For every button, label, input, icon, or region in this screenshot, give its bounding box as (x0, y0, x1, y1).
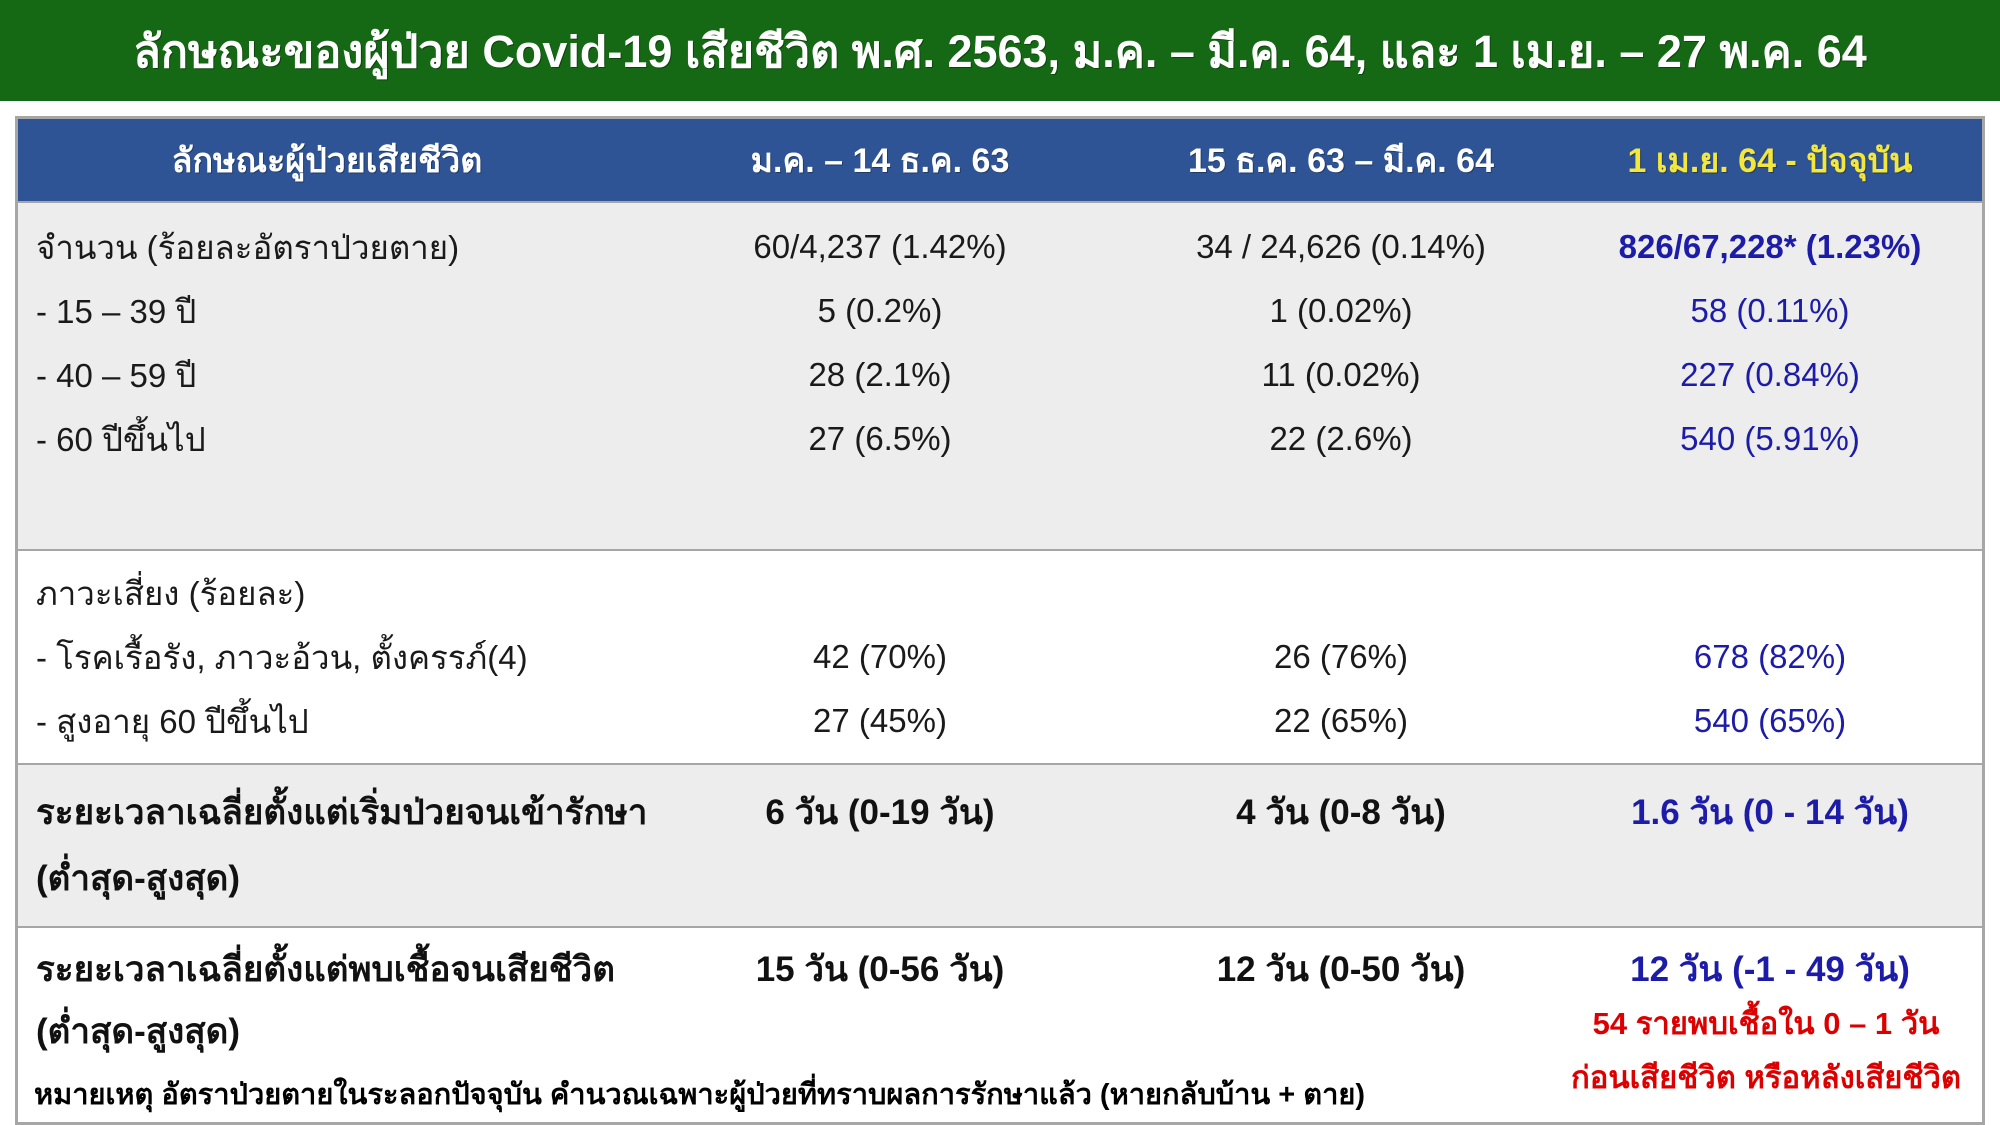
cell-period1-value: 27 (45%) (813, 702, 947, 739)
row-label-line2: (ต่ำสุด-สูงสุด) (36, 859, 240, 898)
header-cell-period-2020: ม.ค. – 14 ธ.ค. 63 (750, 142, 1010, 180)
table-row-total: จำนวน (ร้อยละอัตราป่วยตาย) 60/4,237 (1.4… (18, 215, 1982, 279)
page-title: ลักษณะของผู้ป่วย Covid-19 เสียชีวิต พ.ศ.… (133, 25, 1867, 77)
cell-current-value: 227 (0.84%) (1680, 356, 1860, 393)
row-label: - โรคเรื้อรัง, ภาวะอ้วน, ตั้งครรภ์(4) (36, 638, 528, 676)
footnote: หมายเหตุ อัตราป่วยตายในระลอกปัจจุบัน คำน… (34, 1079, 1366, 1111)
row-label: - 40 – 59 ปี (36, 356, 197, 394)
cell-period2-value: 1 (0.02%) (1269, 292, 1413, 329)
cell-period2-value: 22 (65%) (1274, 702, 1408, 739)
fatality-characteristics-table: ลักษณะผู้ป่วยเสียชีวิต ม.ค. – 14 ธ.ค. 63… (15, 116, 1985, 1125)
table-row-age-40-59: - 40 – 59 ปี 28 (2.1%) 11 (0.02%) 227 (0… (18, 343, 1982, 407)
table-row-age-60-up: - 60 ปีขึ้นไป 27 (6.5%) 22 (2.6%) 540 (5… (18, 407, 1982, 471)
table-row-elderly: - สูงอายุ 60 ปีขึ้นไป 27 (45%) 22 (65%) … (18, 689, 1982, 753)
cell-current-value: 540 (5.91%) (1680, 420, 1860, 457)
cell-period2-value: 34 / 24,626 (0.14%) (1196, 228, 1486, 265)
alert-note-line1: 54 รายพบเชื้อใน 0 – 1 วัน (1592, 1006, 1940, 1041)
cell-period1-value: 5 (0.2%) (817, 292, 943, 329)
section-heading: ภาวะเสี่ยง (ร้อยละ) (36, 574, 306, 612)
header-cell-period-dec-mar: 15 ธ.ค. 63 – มี.ค. 64 (1187, 142, 1495, 180)
section-counts: จำนวน (ร้อยละอัตราป่วยตาย) 60/4,237 (1.4… (18, 201, 1982, 549)
cell-period1-value: 27 (6.5%) (808, 420, 952, 457)
cell-period1-value: 60/4,237 (1.42%) (753, 228, 1007, 265)
cell-current-value: 826/67,228* (1.23%) (1618, 228, 1922, 265)
row-label: - 15 – 39 ปี (36, 292, 197, 330)
header-cell-period-current: 1 เม.ย. 64 - ปัจจุบัน (1627, 142, 1913, 180)
section-risk-factors: ภาวะเสี่ยง (ร้อยละ) - โรคเรื้อรัง, ภาวะอ… (18, 549, 1982, 763)
cell-period2-value: 4 วัน (0-8 วัน) (1236, 793, 1446, 832)
header-cell-characteristic: ลักษณะผู้ป่วยเสียชีวิต (171, 142, 483, 180)
row-label-line1: ระยะเวลาเฉลี่ยตั้งแต่พบเชื้อจนเสียชีวิต (36, 950, 615, 989)
table-header-row: ลักษณะผู้ป่วยเสียชีวิต ม.ค. – 14 ธ.ค. 63… (18, 119, 1982, 201)
cell-current-value: 1.6 วัน (0 - 14 วัน) (1631, 793, 1909, 832)
row-label-line2: (ต่ำสุด-สูงสุด) (36, 1012, 240, 1051)
cell-period1-value: 28 (2.1%) (808, 356, 952, 393)
table-row-age-15-39: - 15 – 39 ปี 5 (0.2%) 1 (0.02%) 58 (0.11… (18, 279, 1982, 343)
cell-period2-value: 11 (0.02%) (1261, 356, 1421, 393)
cell-period1-value: 6 วัน (0-19 วัน) (765, 793, 995, 832)
cell-period1-value: 42 (70%) (813, 638, 947, 675)
section-onset-to-treatment: ระยะเวลาเฉลี่ยตั้งแต่เริ่มป่วยจนเข้ารักษ… (18, 763, 1982, 926)
row-label: - สูงอายุ 60 ปีขึ้นไป (36, 702, 309, 740)
table-row-risk-heading: ภาวะเสี่ยง (ร้อยละ) (18, 561, 1982, 625)
section-infection-to-death: ระยะเวลาเฉลี่ยตั้งแต่พบเชื้อจนเสียชีวิต … (18, 926, 1982, 1122)
alert-note-line2: ก่อนเสียชีวิต หรือหลังเสียชีวิต (1571, 1060, 1961, 1095)
cell-current-value: 678 (82%) (1693, 638, 1847, 675)
cell-period1-value: 15 วัน (0-56 วัน) (755, 950, 1005, 989)
cell-period2-value: 22 (2.6%) (1269, 420, 1413, 457)
row-label-line1: ระยะเวลาเฉลี่ยตั้งแต่เริ่มป่วยจนเข้ารักษ… (36, 793, 648, 832)
table-row-chronic-disease: - โรคเรื้อรัง, ภาวะอ้วน, ตั้งครรภ์(4) 42… (18, 625, 1982, 689)
title-bar: ลักษณะของผู้ป่วย Covid-19 เสียชีวิต พ.ศ.… (0, 0, 2000, 101)
row-label: - 60 ปีขึ้นไป (36, 420, 206, 458)
cell-current-value: 540 (65%) (1693, 702, 1847, 739)
cell-period2-value: 26 (76%) (1274, 638, 1408, 675)
cell-current-value: 12 วัน (-1 - 49 วัน) (1630, 950, 1910, 989)
cell-current-value: 58 (0.11%) (1690, 292, 1850, 329)
cell-period2-value: 12 วัน (0-50 วัน) (1216, 950, 1466, 989)
row-label: จำนวน (ร้อยละอัตราป่วยตาย) (36, 228, 460, 266)
